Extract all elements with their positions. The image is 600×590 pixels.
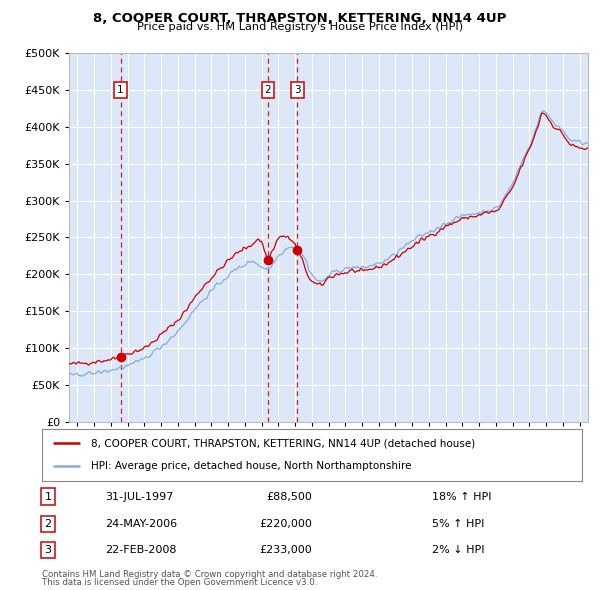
Text: 24-MAY-2006: 24-MAY-2006 bbox=[105, 519, 177, 529]
Text: 1: 1 bbox=[44, 492, 52, 502]
Text: 18% ↑ HPI: 18% ↑ HPI bbox=[432, 492, 491, 502]
Text: 1: 1 bbox=[117, 85, 124, 95]
Text: This data is licensed under the Open Government Licence v3.0.: This data is licensed under the Open Gov… bbox=[42, 578, 317, 587]
Text: Contains HM Land Registry data © Crown copyright and database right 2024.: Contains HM Land Registry data © Crown c… bbox=[42, 571, 377, 579]
Text: HPI: Average price, detached house, North Northamptonshire: HPI: Average price, detached house, Nort… bbox=[91, 461, 411, 471]
Text: 8, COOPER COURT, THRAPSTON, KETTERING, NN14 4UP: 8, COOPER COURT, THRAPSTON, KETTERING, N… bbox=[94, 12, 506, 25]
Text: 3: 3 bbox=[44, 545, 52, 555]
Text: £220,000: £220,000 bbox=[259, 519, 312, 529]
Text: 2: 2 bbox=[265, 85, 271, 95]
Text: Price paid vs. HM Land Registry's House Price Index (HPI): Price paid vs. HM Land Registry's House … bbox=[137, 22, 463, 32]
Text: 8, COOPER COURT, THRAPSTON, KETTERING, NN14 4UP (detached house): 8, COOPER COURT, THRAPSTON, KETTERING, N… bbox=[91, 438, 475, 448]
Text: 3: 3 bbox=[294, 85, 301, 95]
Text: 31-JUL-1997: 31-JUL-1997 bbox=[105, 492, 173, 502]
Text: 2% ↓ HPI: 2% ↓ HPI bbox=[432, 545, 485, 555]
Text: £233,000: £233,000 bbox=[259, 545, 312, 555]
Text: 2: 2 bbox=[44, 519, 52, 529]
Text: 5% ↑ HPI: 5% ↑ HPI bbox=[432, 519, 484, 529]
Text: £88,500: £88,500 bbox=[266, 492, 312, 502]
Text: 22-FEB-2008: 22-FEB-2008 bbox=[105, 545, 176, 555]
